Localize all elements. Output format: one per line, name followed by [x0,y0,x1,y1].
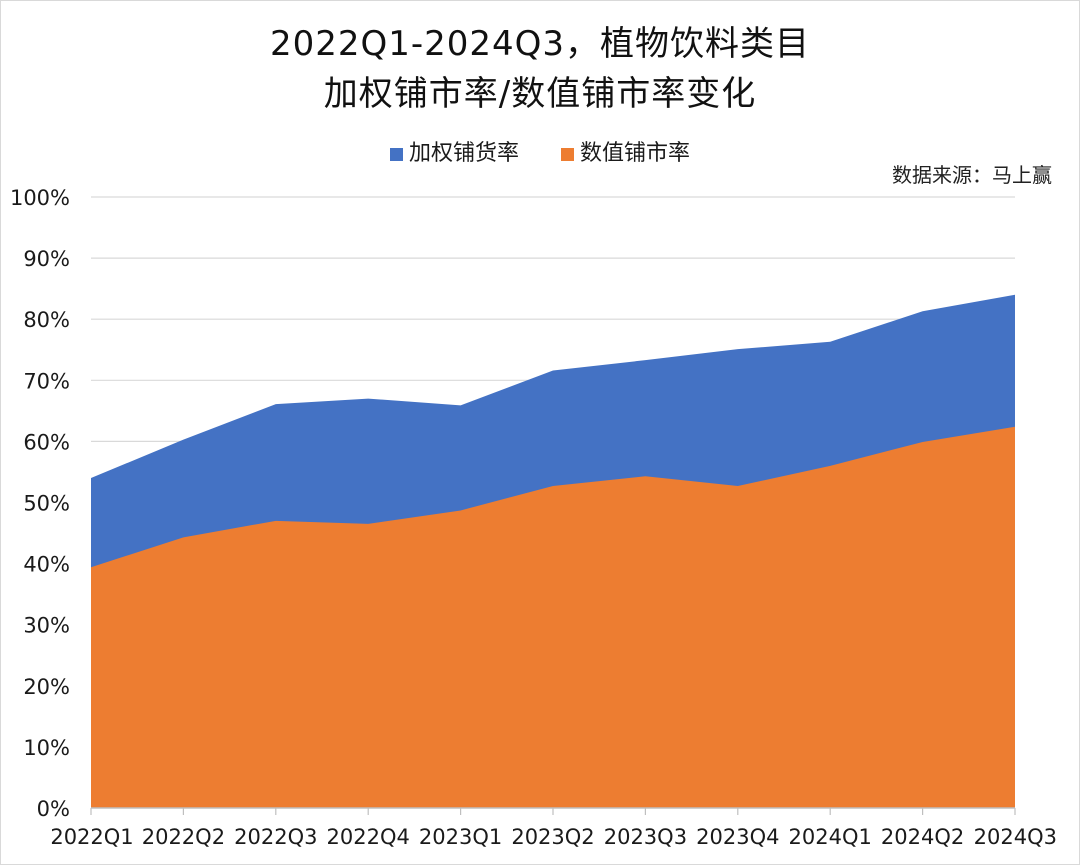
y-tick-label: 90% [23,247,70,271]
y-tick-label: 70% [23,369,70,393]
legend-label-numeric: 数值铺市率 [580,141,691,166]
x-tick-label: 2024Q3 [974,825,1057,849]
y-tick-label: 100% [10,186,70,210]
x-tick-labels: 2022Q1 2022Q2 2022Q3 2022Q4 2023Q1 2023Q2 2023… [50,825,1057,849]
y-tick-label: 80% [23,308,70,332]
x-tick-label: 2024Q2 [881,825,964,849]
x-tick-label: 2023Q3 [604,825,687,849]
x-tick-label: 2022Q1 [50,825,133,849]
legend-swatch-numeric [561,147,574,161]
x-tick-label: 2022Q3 [234,825,317,849]
y-tick-label: 50% [23,492,70,516]
chart-title-line1: 2022Q1-2024Q3，植物饮料类目 [269,24,811,64]
y-tick-label: 0% [37,797,70,821]
y-tick-label: 20% [23,675,70,699]
legend-label-weighted: 加权铺货率 [408,141,519,166]
axes [90,807,1016,815]
legend-item-numeric: 数值铺市率 [561,137,690,171]
x-tick-label: 2023Q1 [419,825,502,849]
x-tick-label: 2023Q4 [696,825,779,849]
legend: 加权铺货率 数值铺市率 [0,137,1080,171]
y-tick-label: 40% [23,553,70,577]
area-numeric [91,426,1015,808]
x-tick-label: 2024Q1 [789,825,872,849]
legend-item-weighted: 加权铺货率 [389,137,519,171]
x-tick-label: 2022Q2 [142,825,225,849]
legend-swatch-weighted [389,147,403,161]
y-tick-label: 30% [23,614,70,638]
x-tick-label: 2022Q4 [327,825,410,849]
x-tick-label: 2023Q2 [511,825,594,849]
y-tick-label: 60% [23,430,70,454]
y-tick-label: 10% [23,736,70,760]
area-series [90,294,1016,808]
chart-title-line2: 加权铺市率/数值铺市率变化 [323,74,757,114]
y-tick-labels: 0% 10% 20% 30% 40% 50% 60% 70% 80% 90% 100% [10,186,70,821]
source-note: 数据来源：马上赢 [892,163,1052,187]
